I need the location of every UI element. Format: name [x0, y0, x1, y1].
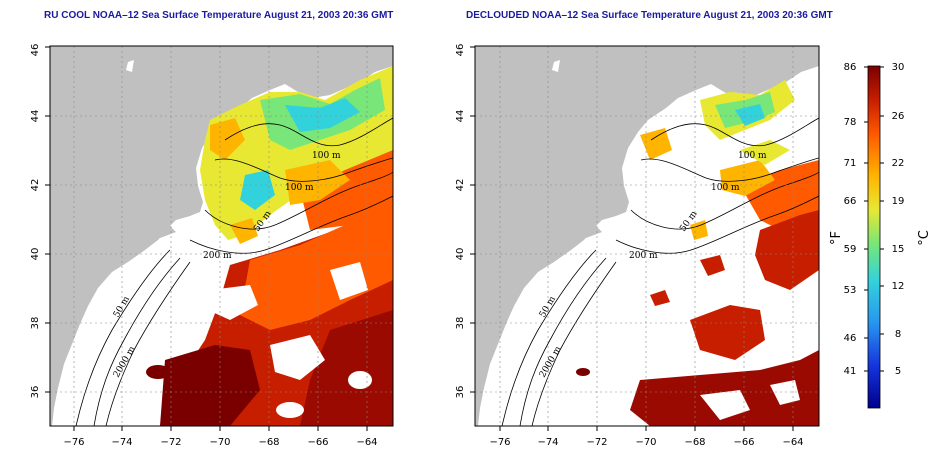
- fahrenheit-unit-label: °F: [829, 231, 844, 245]
- right-contour-label-200m: 200 m: [629, 251, 658, 261]
- left-lake: [126, 60, 134, 72]
- right-x-tick-label: −64: [782, 437, 803, 448]
- right-x-tick-label: −74: [537, 437, 558, 448]
- left-long-island: [150, 226, 176, 238]
- fahrenheit-tick-label: 46: [844, 333, 857, 344]
- right-bathymetry-contours: [501, 117, 819, 426]
- left-y-tick-marks: [45, 46, 50, 393]
- left-grid: [50, 46, 393, 426]
- right-long-island: [576, 226, 602, 238]
- colorbar-tick-marks: [864, 66, 884, 372]
- celsius-tick-label: 15: [892, 244, 905, 255]
- left-x-tick-label: −68: [258, 437, 279, 448]
- right-land-mass: [475, 46, 819, 426]
- fahrenheit-tick-label: 71: [844, 158, 857, 169]
- celsius-unit-label: °C: [917, 230, 932, 246]
- right-y-tick-label: 40: [455, 248, 466, 261]
- right-y-tick-label: 38: [455, 317, 466, 330]
- left-x-tick-label: −66: [307, 437, 328, 448]
- left-sst-gulf-field: [200, 66, 393, 244]
- celsius-tick-label: 26: [892, 111, 905, 122]
- left-y-tick-label: 46: [30, 44, 41, 57]
- right-x-tick-label: −66: [733, 437, 754, 448]
- left-y-tick-label: 44: [30, 110, 41, 123]
- left-map-panel: 100 m 100 m 50 m 200 m 50 m 2000 m −76 −…: [30, 44, 394, 448]
- celsius-tick-label: 19: [892, 196, 905, 207]
- celsius-tick-label: 12: [892, 281, 905, 292]
- colorbar-ramp: [867, 65, 881, 409]
- left-contour-label-100m-a: 100 m: [312, 151, 341, 161]
- left-sst-warm-field: [146, 150, 393, 426]
- fahrenheit-tick-label: 41: [844, 366, 857, 377]
- right-y-tick-label: 42: [455, 179, 466, 192]
- right-contour-label-100m-b: 100 m: [711, 183, 740, 193]
- right-y-tick-label: 44: [455, 110, 466, 123]
- right-x-tick-label: −72: [586, 437, 607, 448]
- left-x-tick-label: −64: [356, 437, 377, 448]
- left-y-tick-label: 42: [30, 179, 41, 192]
- left-x-tick-label: −76: [63, 437, 84, 448]
- left-map-frame: [49, 45, 394, 427]
- left-y-tick-label: 38: [30, 317, 41, 330]
- right-x-tick-label: −68: [684, 437, 705, 448]
- left-x-tick-label: −72: [160, 437, 181, 448]
- right-map-panel: 100 m 100 m 50 m 200 m 50 m 2000 m −76 −…: [455, 44, 820, 448]
- fahrenheit-tick-label: 66: [844, 196, 857, 207]
- left-x-tick-label: −74: [111, 437, 132, 448]
- left-contour-label-200m: 200 m: [203, 251, 232, 261]
- colorbar: 86 78 71 66 59 53 46 41 30 26 22 19 15 1…: [829, 62, 932, 409]
- left-bathymetry-contours: [75, 117, 393, 426]
- fahrenheit-tick-label: 78: [844, 117, 857, 128]
- right-sst-warm-field: [576, 160, 819, 426]
- right-x-tick-label: −70: [635, 437, 656, 448]
- right-y-tick-label: 36: [455, 386, 466, 399]
- fahrenheit-tick-label: 86: [844, 62, 857, 73]
- celsius-tick-label: 8: [895, 329, 901, 340]
- right-map-frame: [474, 45, 820, 427]
- right-x-tick-label: −76: [489, 437, 510, 448]
- left-land-mass: [50, 46, 393, 426]
- celsius-tick-label: 30: [892, 62, 905, 73]
- right-x-tick-marks: [499, 426, 794, 431]
- left-y-tick-label: 40: [30, 248, 41, 261]
- fahrenheit-tick-label: 53: [844, 285, 857, 296]
- celsius-tick-label: 5: [895, 366, 901, 377]
- left-y-tick-label: 36: [30, 386, 41, 399]
- left-contour-label-100m-b: 100 m: [285, 183, 314, 193]
- right-y-tick-marks: [470, 46, 475, 393]
- right-y-tick-label: 46: [455, 44, 466, 57]
- right-contour-label-100m-a: 100 m: [738, 151, 767, 161]
- left-map-title: RU COOL NOAA–12 Sea Surface Temperature …: [44, 10, 394, 21]
- right-lake: [552, 60, 560, 72]
- right-sst-gulf-field: [640, 80, 795, 240]
- celsius-tick-label: 22: [892, 158, 905, 169]
- left-x-tick-marks: [73, 426, 368, 431]
- fahrenheit-tick-label: 59: [844, 244, 857, 255]
- left-x-tick-label: −70: [209, 437, 230, 448]
- right-grid: [475, 46, 819, 426]
- right-map-title: DECLOUDED NOAA–12 Sea Surface Temperatur…: [466, 10, 833, 21]
